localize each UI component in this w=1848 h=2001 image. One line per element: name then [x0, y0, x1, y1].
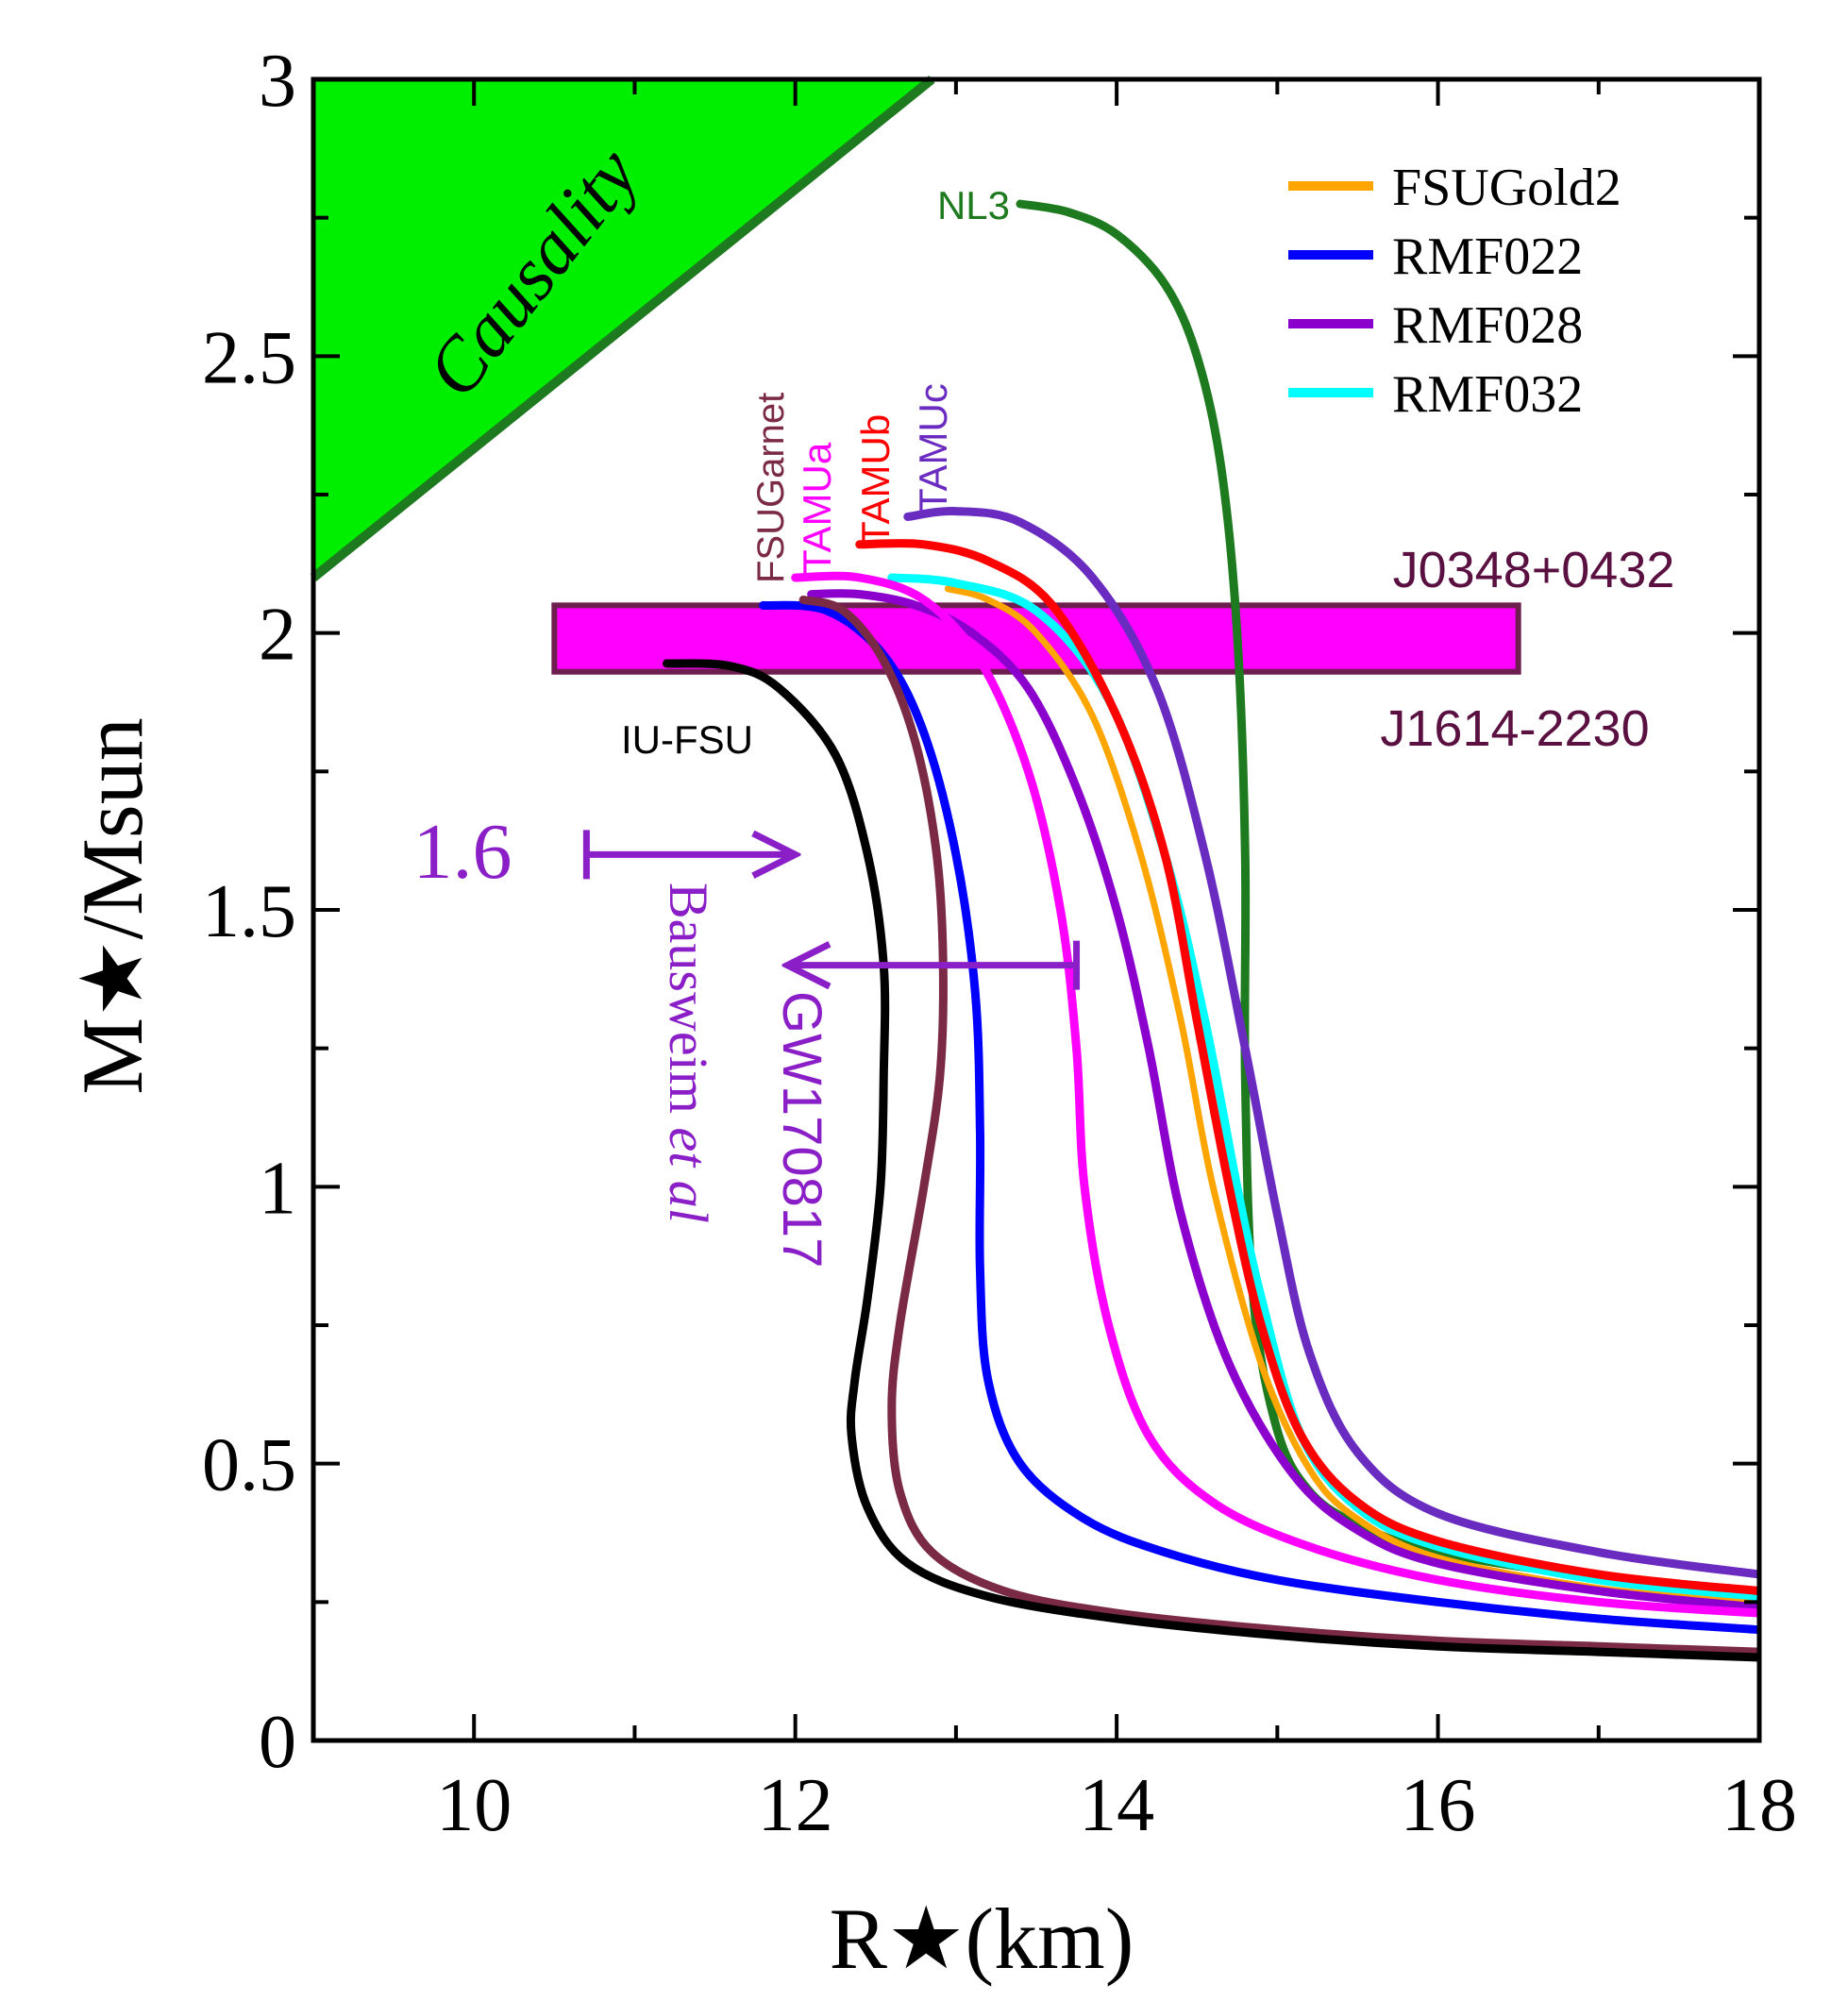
y-tick-label-0: 0	[259, 1701, 296, 1784]
y-axis-label: M★/Msun	[64, 717, 160, 1094]
x-tick-label-12: 12	[758, 1764, 833, 1847]
series-rmf028-line	[807, 589, 1759, 1612]
causality-boundary	[310, 76, 935, 581]
legend-label-0: FSUGold2	[1392, 159, 1621, 217]
band-label-bottom: J1614-2230	[1380, 700, 1649, 757]
legend-label-1: RMF022	[1392, 227, 1583, 286]
x-tick-label-14: 14	[1079, 1764, 1154, 1847]
axis-ticks: 10 12 14 16 18 0 0.5 1 1.5 2 2.5 3	[202, 40, 1797, 1847]
legend-label-3: RMF032	[1392, 365, 1583, 424]
band-label-top: J0348+0432	[1393, 542, 1675, 598]
series-tamua-line	[791, 571, 1759, 1618]
series-fsugarnet-line	[798, 595, 1759, 1656]
series-rmf032-line	[887, 573, 1759, 1601]
series-tamub-line	[855, 538, 1759, 1596]
nl3-label: NL3	[937, 183, 1010, 227]
y-tick-label-1: 1	[259, 1147, 296, 1230]
x-tick-label-16: 16	[1401, 1764, 1476, 1847]
y-tick-label-2.5: 2.5	[202, 316, 296, 399]
legend-label-2: RMF028	[1392, 296, 1583, 355]
constraint-arrows	[582, 830, 1081, 990]
y-tick-label-3: 3	[259, 40, 296, 123]
series-rmf022-line	[759, 600, 1759, 1635]
legend: FSUGold2 RMF022 RMF028 RMF032	[1288, 159, 1621, 424]
bauswein-value-label: 1.6	[413, 808, 512, 896]
iufsu-label: IU-FSU	[621, 717, 753, 762]
series-fsugold2-line	[944, 585, 1759, 1606]
tamua-label: TAMUa	[795, 442, 839, 574]
bauswein-note: Bausweim et al	[658, 883, 719, 1223]
series-group	[662, 199, 1759, 1662]
x-tick-label-10: 10	[436, 1764, 512, 1847]
tamub-label: TAMUb	[853, 414, 898, 546]
series-iufsu-line	[662, 659, 1759, 1662]
tamuc-label: TAMUc	[911, 383, 955, 513]
gw170817-label: GW170817	[771, 991, 832, 1268]
series-nl3-line	[1016, 199, 1759, 1596]
x-axis-label: R★(km)	[830, 1891, 1134, 1987]
x-tick-label-18: 18	[1722, 1764, 1797, 1847]
fsugarnet-label: FSUGarnet	[750, 393, 792, 583]
y-tick-label-0.5: 0.5	[202, 1424, 296, 1507]
series-tamuc-line	[903, 507, 1759, 1579]
y-tick-label-2: 2	[259, 594, 296, 677]
causality-region	[310, 76, 935, 581]
y-tick-label-1.5: 1.5	[202, 870, 296, 953]
